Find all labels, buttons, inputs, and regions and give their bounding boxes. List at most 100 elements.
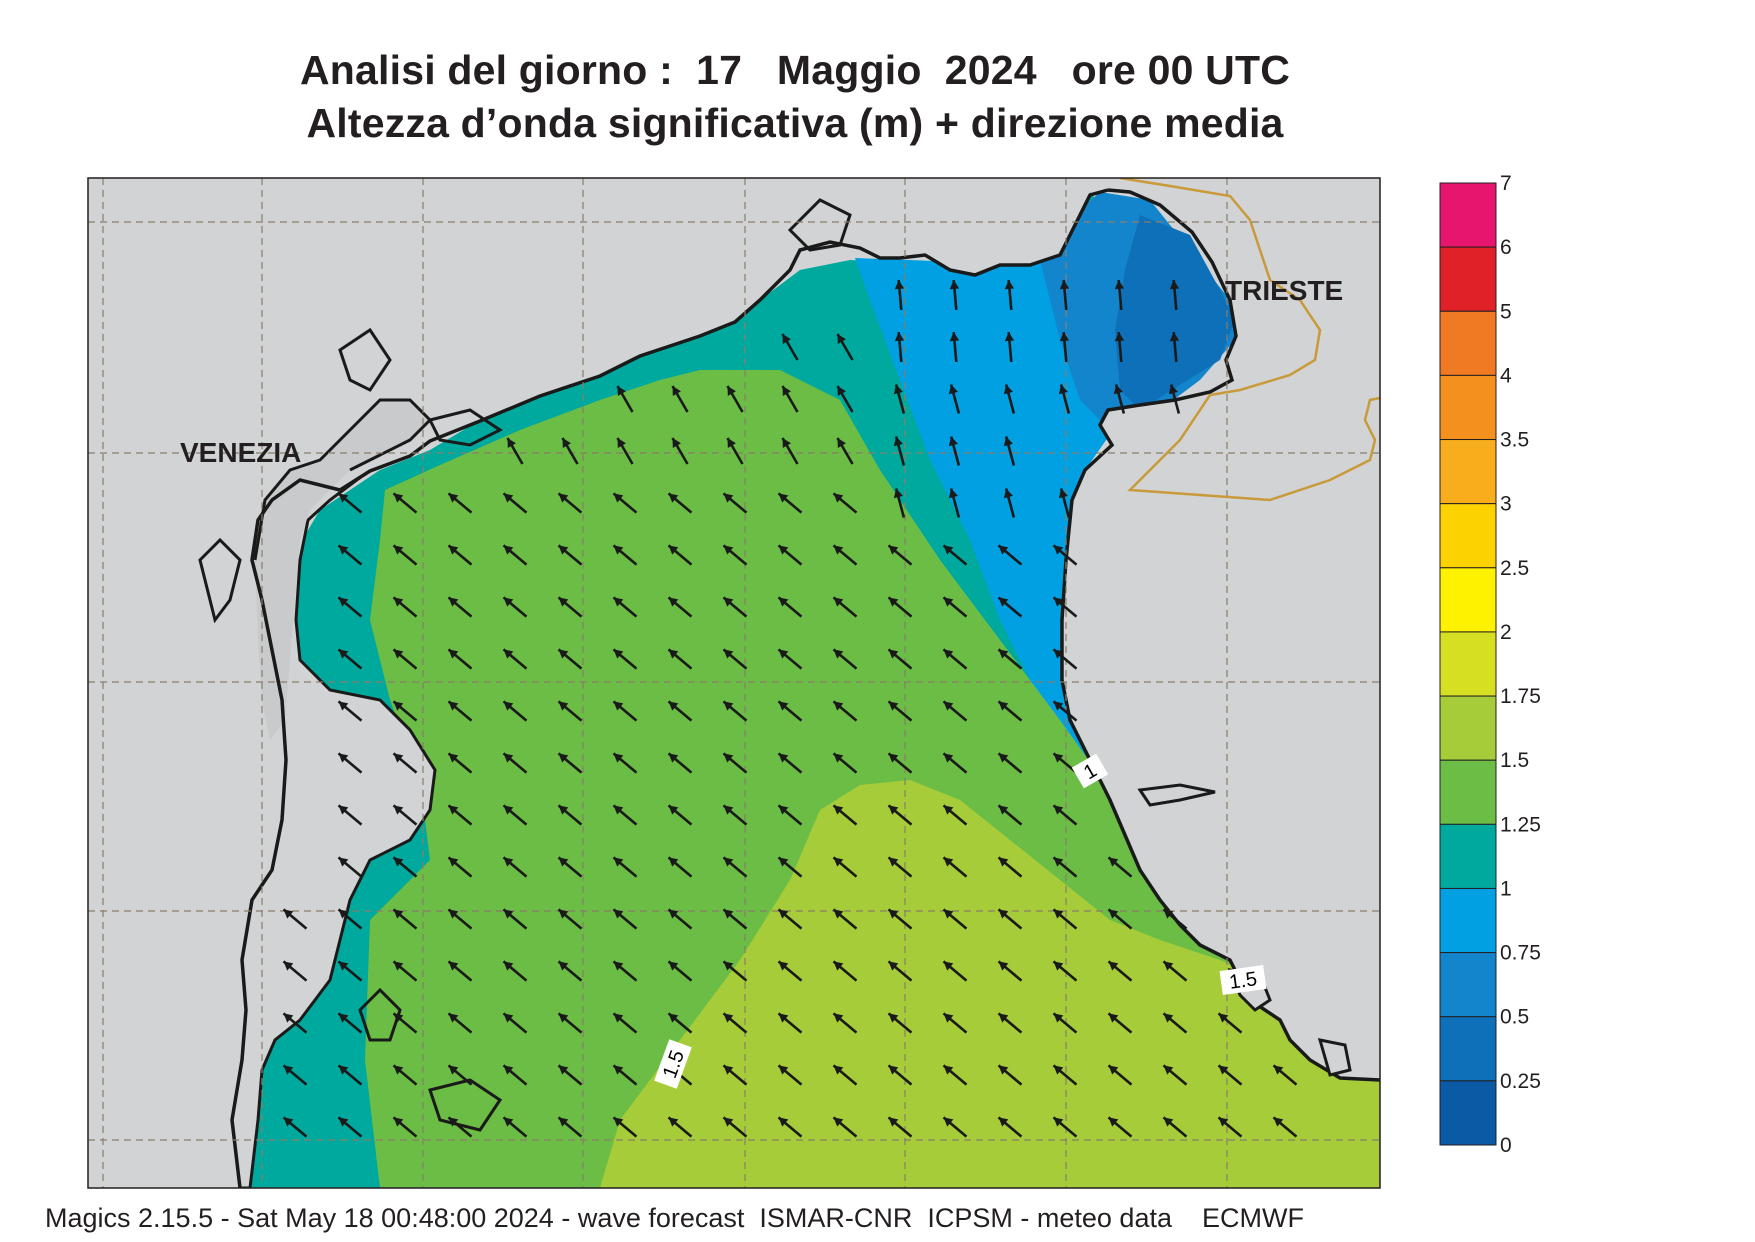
wave-arrow-head: [338, 545, 349, 555]
wave-arrow-head: [893, 488, 903, 499]
wave-arrow-head: [888, 1117, 899, 1127]
wave-arrow-head: [833, 1117, 844, 1127]
wave-arrow-head: [723, 597, 734, 607]
wave-arrow-head: [393, 545, 404, 555]
land-venezia-lagoon: [255, 400, 430, 740]
wave-arrow-head: [448, 1065, 459, 1075]
wave-arrow-head: [613, 1117, 624, 1127]
wave-arrow-head: [1053, 753, 1064, 763]
wave-arrow-head: [558, 1013, 569, 1023]
wave-arrow-head: [833, 1013, 844, 1023]
wave-arrow-head: [1218, 1013, 1229, 1023]
wave-arrow-head: [943, 1065, 954, 1075]
wave-arrow-head: [998, 805, 1009, 815]
sea-band-0.25-0.5: [1115, 215, 1235, 410]
wave-arrow-head: [503, 909, 514, 919]
wave-arrow-head: [1053, 909, 1064, 919]
wave-arrow-head: [778, 597, 789, 607]
wave-arrow-head: [723, 701, 734, 711]
wave-arrow-head: [558, 545, 569, 555]
wave-arrow-head: [1163, 1065, 1174, 1075]
wave-arrow-head: [782, 334, 791, 345]
wave-arrow-head: [448, 493, 459, 503]
wave-arrow-head: [503, 597, 514, 607]
wave-arrow-head: [943, 753, 954, 763]
wave-arrow-head: [723, 649, 734, 659]
legend-swatch: [1439, 631, 1497, 697]
wave-arrow-head: [393, 493, 404, 503]
wave-arrow-head: [668, 961, 679, 971]
wave-arrow-head: [668, 805, 679, 815]
slovenia-border: [1119, 178, 1380, 502]
wave-arrow-head: [723, 493, 734, 503]
wave-arrow-head: [393, 1013, 404, 1023]
wave-arrow-head: [338, 649, 349, 659]
place-label-trieste: TRIESTE: [1225, 275, 1343, 306]
wave-arrow-head: [1059, 332, 1070, 342]
wave-arrow-head: [448, 597, 459, 607]
wave-arrow-head: [948, 436, 958, 447]
wave-arrow-head: [1163, 1013, 1174, 1023]
wave-arrow-head: [888, 909, 899, 919]
wave-arrow-head: [833, 597, 844, 607]
wave-arrow-head: [338, 1065, 349, 1075]
wave-arrow-head: [1114, 332, 1125, 342]
wave-arrow-head: [558, 649, 569, 659]
wave-arrow-head: [613, 545, 624, 555]
wave-arrow-head: [668, 649, 679, 659]
wave-arrow-head: [1003, 384, 1013, 395]
wave-arrow-head: [613, 961, 624, 971]
wave-arrow-head: [613, 1013, 624, 1023]
wave-arrow-head: [1053, 1065, 1064, 1075]
wave-arrow-head: [1169, 332, 1180, 342]
wave-direction-arrows: [282, 279, 1298, 1138]
wave-arrow-head: [833, 545, 844, 555]
wave-arrow-head: [393, 961, 404, 971]
wave-arrow-head: [503, 545, 514, 555]
wave-arrow-head: [393, 597, 404, 607]
wave-arrow-head: [448, 545, 459, 555]
wave-arrow-head: [778, 1065, 789, 1075]
place-label-venezia: VENEZIA: [180, 437, 301, 468]
map-title-line2: Altezza d’onda significativa (m) + direz…: [306, 100, 1284, 146]
wave-arrow-head: [562, 438, 571, 449]
wave-arrow-head: [943, 597, 954, 607]
wave-arrow-head: [723, 1013, 734, 1023]
legend-tick-label: 0.25: [1500, 1070, 1541, 1093]
legend-tick-label: 7: [1500, 172, 1512, 195]
wave-arrow-head: [888, 649, 899, 659]
wave-arrow-head: [558, 961, 569, 971]
wave-arrow-head: [778, 961, 789, 971]
wave-arrow-head: [613, 701, 624, 711]
wave-arrow-head: [668, 1013, 679, 1023]
wave-arrow-head: [1058, 488, 1068, 499]
wave-arrow-head: [448, 649, 459, 659]
legend-tick-label: 6: [1500, 236, 1512, 259]
wave-arrow-head: [833, 909, 844, 919]
wave-arrow-head: [1053, 805, 1064, 815]
wave-arrow-head: [1108, 857, 1119, 867]
wave-arrow-head: [782, 438, 791, 449]
legend-swatch: [1439, 310, 1497, 376]
wave-arrow-head: [558, 753, 569, 763]
wave-arrow-head: [894, 332, 905, 342]
legend-swatch: [1439, 374, 1497, 441]
wave-arrow-head: [998, 961, 1009, 971]
wave-arrow-head: [558, 493, 569, 503]
wave-arrow-head: [668, 493, 679, 503]
wave-arrow-head: [503, 1065, 514, 1075]
contour-label-1: 1: [1071, 753, 1109, 789]
wave-arrow-head: [1218, 1065, 1229, 1075]
wave-arrow-head: [894, 280, 905, 290]
land-venezia: [88, 178, 300, 1188]
wave-arrow-head: [949, 332, 960, 342]
wave-arrow-head: [723, 961, 734, 971]
wave-arrow-head: [668, 909, 679, 919]
wave-arrow-head: [943, 649, 954, 659]
wave-arrow-head: [1003, 488, 1013, 499]
legend-swatch: [1439, 182, 1497, 248]
wave-arrow-head: [338, 493, 349, 503]
wave-arrow-head: [833, 961, 844, 971]
wave-arrow-head: [448, 961, 459, 971]
